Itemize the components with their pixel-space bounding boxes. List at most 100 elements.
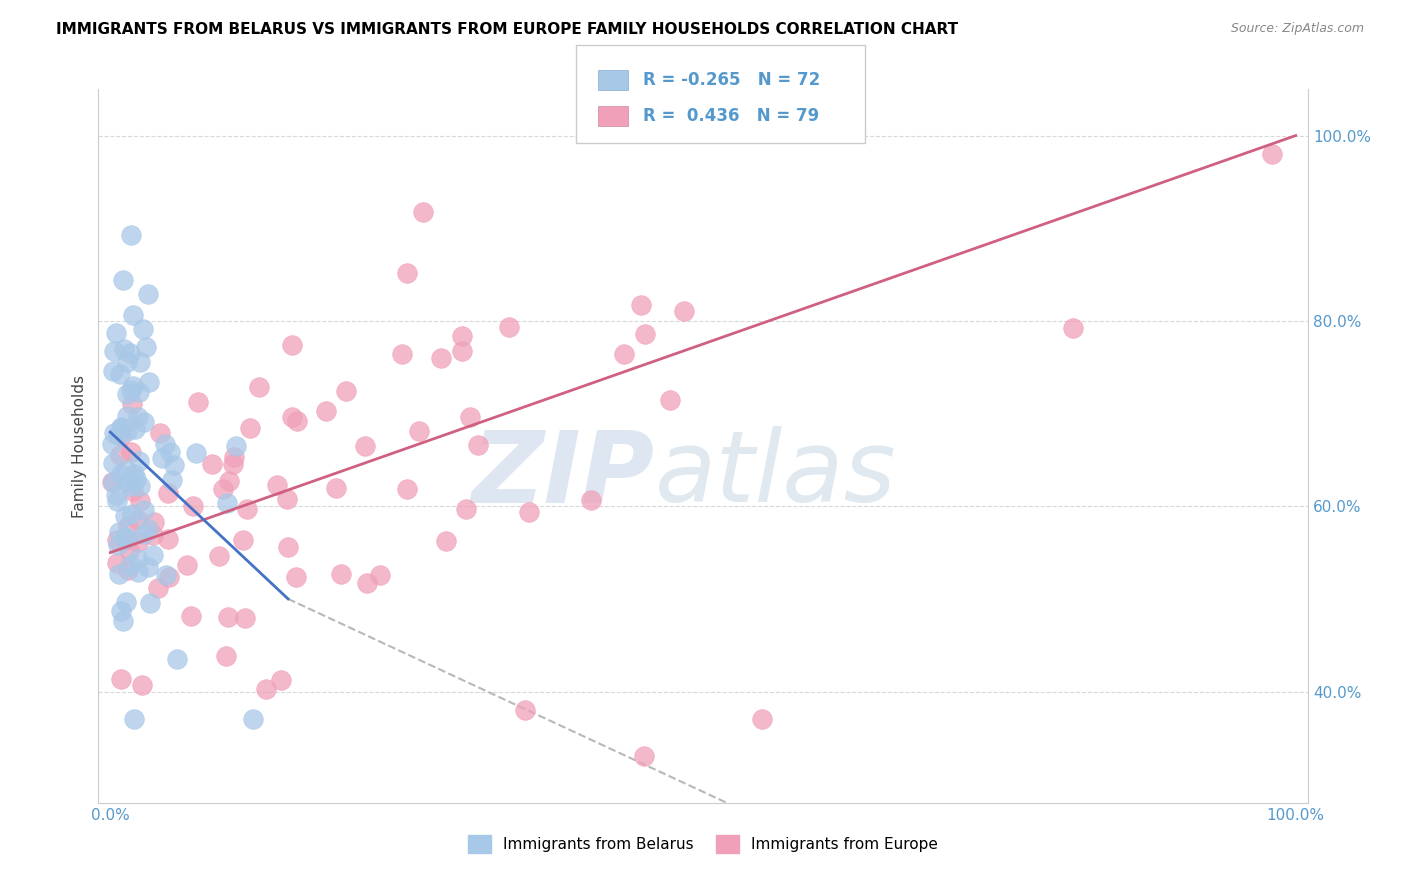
- Point: [117, 475, 139, 489]
- Point: [110, 429, 132, 443]
- Text: ZIP: ZIP: [471, 426, 655, 523]
- Point: [110, 467, 132, 482]
- Point: [134, 503, 156, 517]
- Point: [356, 575, 378, 590]
- Point: [630, 298, 652, 312]
- Point: [128, 493, 150, 508]
- Point: [184, 446, 207, 460]
- Text: R = -0.265   N = 72: R = -0.265 N = 72: [643, 71, 820, 89]
- Point: [325, 481, 347, 495]
- Point: [515, 703, 537, 717]
- Point: [395, 483, 418, 497]
- Point: [129, 479, 152, 493]
- Point: [120, 444, 142, 458]
- Point: [148, 582, 170, 596]
- Point: [127, 552, 149, 566]
- Point: [160, 473, 183, 487]
- Point: [201, 457, 224, 471]
- Point: [153, 437, 176, 451]
- Point: [111, 422, 134, 436]
- Point: [120, 227, 142, 242]
- Point: [139, 596, 162, 610]
- Point: [114, 533, 136, 547]
- Point: [127, 535, 149, 549]
- Point: [127, 565, 149, 579]
- Point: [103, 425, 125, 440]
- Point: [181, 500, 204, 514]
- Text: atlas: atlas: [655, 426, 896, 523]
- Point: [101, 475, 124, 489]
- Point: [217, 610, 239, 624]
- Point: [121, 397, 143, 411]
- Point: [110, 419, 132, 434]
- Point: [270, 673, 292, 687]
- Point: [467, 438, 489, 452]
- Point: [121, 507, 143, 521]
- Point: [208, 549, 231, 563]
- Point: [232, 533, 254, 548]
- Point: [120, 383, 142, 397]
- Text: R =  0.436   N = 79: R = 0.436 N = 79: [643, 107, 818, 125]
- Point: [138, 375, 160, 389]
- Point: [121, 379, 143, 393]
- Point: [136, 560, 159, 574]
- Point: [115, 463, 138, 477]
- Point: [224, 450, 246, 465]
- Point: [254, 682, 277, 697]
- Point: [122, 483, 145, 498]
- Point: [368, 568, 391, 582]
- Point: [285, 414, 308, 428]
- Point: [266, 478, 288, 492]
- Point: [112, 342, 135, 356]
- Point: [115, 595, 138, 609]
- Point: [613, 347, 636, 361]
- Point: [135, 340, 157, 354]
- Point: [276, 491, 298, 506]
- Point: [353, 439, 375, 453]
- Point: [128, 384, 150, 399]
- Point: [142, 549, 165, 563]
- Point: [122, 467, 145, 481]
- Point: [136, 286, 159, 301]
- Point: [122, 475, 145, 489]
- Point: [105, 533, 128, 547]
- Point: [247, 380, 270, 394]
- Point: [107, 428, 129, 442]
- Point: [434, 534, 457, 549]
- Point: [579, 493, 602, 508]
- Point: [157, 570, 180, 584]
- Point: [412, 204, 434, 219]
- Point: [517, 504, 540, 518]
- Point: [105, 326, 128, 340]
- Point: [634, 327, 657, 342]
- Point: [242, 712, 264, 726]
- Point: [110, 672, 132, 686]
- Point: [391, 347, 413, 361]
- Point: [157, 532, 180, 546]
- Point: [111, 614, 134, 628]
- Point: [124, 422, 146, 436]
- Point: [111, 273, 134, 287]
- Point: [117, 564, 139, 578]
- Point: [281, 338, 304, 352]
- Point: [127, 409, 149, 424]
- Point: [115, 424, 138, 438]
- Point: [150, 450, 173, 465]
- Point: [104, 488, 127, 502]
- Point: [118, 479, 141, 493]
- Point: [451, 343, 474, 358]
- Point: [128, 354, 150, 368]
- Point: [633, 749, 655, 764]
- Point: [214, 648, 236, 663]
- Point: [330, 567, 353, 582]
- Point: [128, 454, 150, 468]
- Point: [110, 367, 132, 381]
- Point: [122, 712, 145, 726]
- Point: [451, 329, 474, 343]
- Point: [225, 439, 247, 453]
- Point: [239, 421, 262, 435]
- Legend: Immigrants from Belarus, Immigrants from Europe: Immigrants from Belarus, Immigrants from…: [461, 829, 945, 859]
- Point: [115, 531, 138, 545]
- Point: [132, 415, 155, 429]
- Point: [430, 351, 453, 366]
